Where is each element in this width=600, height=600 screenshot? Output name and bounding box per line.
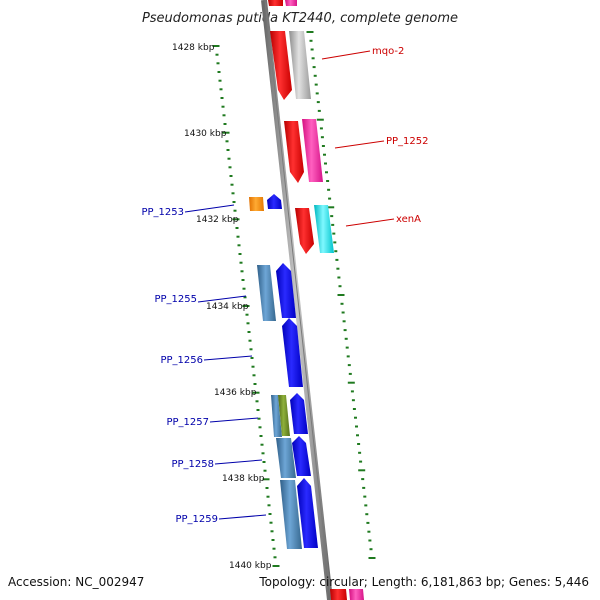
left-gene-track bbox=[249, 194, 318, 549]
ruler-label-1434: 1434 kbp bbox=[206, 302, 249, 312]
gene-partial-pink-top[interactable] bbox=[349, 589, 364, 600]
gene-pp1257-olive[interactable] bbox=[278, 395, 290, 436]
gene-pp1259-blue[interactable] bbox=[297, 478, 318, 548]
gene-pp1252-pink[interactable] bbox=[302, 119, 323, 182]
leader-pp1257 bbox=[209, 417, 259, 423]
label-pp1255[interactable]: PP_1255 bbox=[154, 294, 197, 305]
gene-partial-pink-top-2[interactable] bbox=[285, 0, 297, 6]
ruler-labels: 1428 kbp 1430 kbp 1432 kbp 1434 kbp 1436… bbox=[172, 43, 272, 571]
genome-backbone bbox=[261, 0, 333, 600]
label-pp1253[interactable]: PP_1253 bbox=[141, 207, 184, 218]
leader-pp1259 bbox=[218, 514, 267, 520]
gene-pp1255-steel[interactable] bbox=[257, 265, 276, 321]
accession-text: Accession: NC_002947 bbox=[8, 575, 144, 589]
ruler-label-1436: 1436 kbp bbox=[214, 388, 257, 398]
leader-pp1258 bbox=[214, 459, 263, 465]
leader-xena bbox=[345, 218, 395, 227]
gene-partial-red-top[interactable] bbox=[330, 589, 347, 600]
genome-title: Pseudomonas putida KT2440, complete geno… bbox=[142, 11, 458, 26]
gene-pp1258-steel[interactable] bbox=[276, 438, 296, 478]
gene-mqo-2-red[interactable] bbox=[270, 31, 292, 100]
ruler-label-1438: 1438 kbp bbox=[222, 474, 265, 484]
leader-pp1253 bbox=[184, 204, 235, 213]
ruler-label-1440: 1440 kbp bbox=[229, 561, 272, 571]
gene-pp1259-steel[interactable] bbox=[280, 480, 302, 549]
label-pp1258[interactable]: PP_1258 bbox=[171, 459, 214, 470]
gene-pp1253-orange[interactable] bbox=[249, 197, 264, 211]
ruler-label-1430: 1430 kbp bbox=[184, 129, 227, 139]
label-pp1256[interactable]: PP_1256 bbox=[160, 355, 203, 366]
leader-mqo-2 bbox=[321, 50, 371, 60]
ruler-label-1432: 1432 kbp bbox=[196, 215, 239, 225]
gene-pp1256-blue[interactable] bbox=[282, 318, 303, 387]
right-gene-labels: mqo-2 PP_1252 xenA bbox=[321, 46, 429, 227]
gene-pp1258-blue[interactable] bbox=[292, 436, 311, 476]
label-pp1257[interactable]: PP_1257 bbox=[166, 417, 209, 428]
gene-pp1255-blue[interactable] bbox=[276, 263, 296, 318]
ruler-inner-ticks bbox=[212, 45, 280, 567]
gene-pp1252-red[interactable] bbox=[284, 121, 304, 183]
topology-text: Topology: circular; Length: 6,181,863 bp… bbox=[258, 575, 589, 589]
right-gene-track bbox=[268, 0, 364, 600]
label-pp1259[interactable]: PP_1259 bbox=[175, 514, 218, 525]
leader-pp1255 bbox=[197, 295, 247, 303]
gene-pp1257-blue[interactable] bbox=[290, 393, 308, 434]
left-gene-labels: PP_1253 PP_1255 PP_1256 PP_1257 PP_1258 … bbox=[141, 204, 267, 525]
leader-pp1252 bbox=[334, 140, 385, 149]
gene-pp1257-steel[interactable] bbox=[271, 395, 282, 437]
ruler-label-1428: 1428 kbp bbox=[172, 43, 215, 53]
gene-xena-cyan[interactable] bbox=[314, 205, 334, 253]
gene-xena-red[interactable] bbox=[295, 208, 314, 254]
label-pp1252[interactable]: PP_1252 bbox=[386, 136, 429, 147]
label-xena[interactable]: xenA bbox=[396, 214, 421, 225]
label-mqo-2[interactable]: mqo-2 bbox=[372, 46, 404, 57]
gene-partial-red-top-2[interactable] bbox=[268, 0, 283, 6]
leader-pp1256 bbox=[203, 355, 253, 361]
ruler-outer-ticks bbox=[306, 31, 376, 559]
gene-pp1253-blue[interactable] bbox=[267, 194, 282, 209]
gene-mqo-2-silver[interactable] bbox=[289, 31, 311, 99]
